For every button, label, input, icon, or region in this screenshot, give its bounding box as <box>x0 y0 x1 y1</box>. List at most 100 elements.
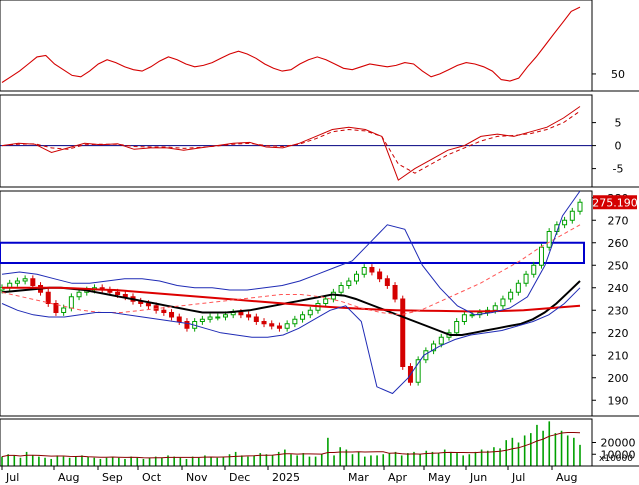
candle-body <box>354 273 360 282</box>
rsi-panel-frame <box>0 0 593 92</box>
x-tick-label: Apr <box>388 471 408 484</box>
price-panel: 280270260250240230220210200190275.190 <box>0 190 639 417</box>
candle-body <box>384 278 390 286</box>
candle-body <box>169 312 175 318</box>
candle-body <box>562 219 568 226</box>
candle-body <box>207 316 213 320</box>
volume-unit-label: x10000 <box>599 454 633 464</box>
x-tick-label: Nov <box>186 471 208 484</box>
price-axis-tick-label: 230 <box>608 304 629 317</box>
candle-body <box>323 298 329 304</box>
candle-body <box>515 282 521 293</box>
candle-body <box>531 264 537 275</box>
last-price-badge <box>593 195 637 210</box>
price-axis-tick-label: 190 <box>608 394 629 407</box>
macd-axis-tick-label: 0 <box>615 140 622 153</box>
macd-signal-line <box>1 110 581 174</box>
x-tick-label: Jul <box>5 471 19 484</box>
candle-body <box>415 359 421 383</box>
candle-body <box>307 309 313 316</box>
candle-body <box>369 267 375 273</box>
candle-body <box>454 321 460 334</box>
price-axis-tick-label: 200 <box>608 372 629 385</box>
volume-axis-tick-label: 20000 <box>601 437 636 450</box>
candle-body <box>14 280 20 284</box>
candle-body <box>508 291 514 300</box>
macd-axis-tick-label: 5 <box>615 117 622 130</box>
macd-panel: 5 0 -5 <box>0 94 639 188</box>
candle-body <box>145 303 151 307</box>
candle-body <box>469 314 475 317</box>
candle-body <box>115 291 121 295</box>
candle-body <box>569 210 575 221</box>
candle-body <box>461 314 467 322</box>
price-axis-tick-label: 220 <box>608 327 629 340</box>
x-tick-label: Sep <box>102 471 123 484</box>
candle-body <box>300 314 306 320</box>
candle-body <box>392 285 398 300</box>
macd-line <box>1 106 581 181</box>
candle-body <box>284 323 290 329</box>
moving-average-red <box>2 286 581 313</box>
candle-body <box>22 278 28 282</box>
rsi-panel: 50 <box>0 0 639 92</box>
candle-body <box>546 231 552 248</box>
candle-body <box>122 294 128 298</box>
last-price-label: 275.190 <box>592 196 638 209</box>
x-axis: Jul Aug Sep Oct Nov Dec 2025 Mar Apr May Jun Jul Aug <box>0 465 592 484</box>
price-axis-tick-label: 250 <box>608 259 629 272</box>
resistance-zone <box>0 241 585 264</box>
candle-body <box>338 285 344 293</box>
macd-panel-frame <box>0 94 593 188</box>
candle-body <box>538 246 544 266</box>
candle-body <box>153 305 159 311</box>
x-tick-label: Aug <box>58 471 79 484</box>
candle-body <box>238 312 244 316</box>
volume-average-line <box>1 432 581 459</box>
x-tick-label: Jul <box>511 471 525 484</box>
moving-average-dashed <box>1 224 581 316</box>
bollinger-upper <box>1 190 581 316</box>
candle-body <box>361 267 367 275</box>
price-axis-tick-label: 270 <box>608 214 629 227</box>
candle-body <box>377 271 383 280</box>
bollinger-lower <box>1 287 581 395</box>
candle-body <box>492 305 498 311</box>
candle-body <box>246 314 252 318</box>
candle-body <box>269 323 275 327</box>
candle-body <box>276 325 282 329</box>
x-tick-label: Mar <box>348 471 369 484</box>
price-axis-tick-label: 240 <box>608 282 629 295</box>
candle-body <box>438 336 444 345</box>
x-tick-label: Aug <box>556 471 577 484</box>
price-axis-tick-label: 260 <box>608 237 629 250</box>
candle-body <box>53 303 59 313</box>
candle-body <box>261 321 267 325</box>
candle-body <box>577 201 583 212</box>
x-tick-label: May <box>428 471 451 484</box>
candle-body <box>346 280 352 286</box>
price-axis-tick-label: 210 <box>608 349 629 362</box>
candle-body <box>45 291 51 304</box>
x-tick-label: Oct <box>142 471 162 484</box>
candle-body <box>176 316 182 322</box>
x-tick-label: 2025 <box>272 471 300 484</box>
macd-axis-tick-label: -5 <box>613 163 624 176</box>
moving-average-black <box>1 280 581 336</box>
volume-axis-tick-label: 10000 <box>601 448 636 461</box>
candle-body <box>184 321 190 329</box>
candle-body <box>61 307 67 313</box>
rsi-line <box>1 6 581 83</box>
candle-body <box>431 343 437 352</box>
candle-body <box>400 298 406 367</box>
candle-body <box>500 298 506 307</box>
candle-body <box>161 309 167 313</box>
candle-body <box>68 296 74 309</box>
candle-body <box>292 318 298 325</box>
x-tick-label: Dec <box>229 471 250 484</box>
candle-body <box>222 314 228 318</box>
candle-body <box>523 273 529 284</box>
candle-body <box>253 316 259 322</box>
